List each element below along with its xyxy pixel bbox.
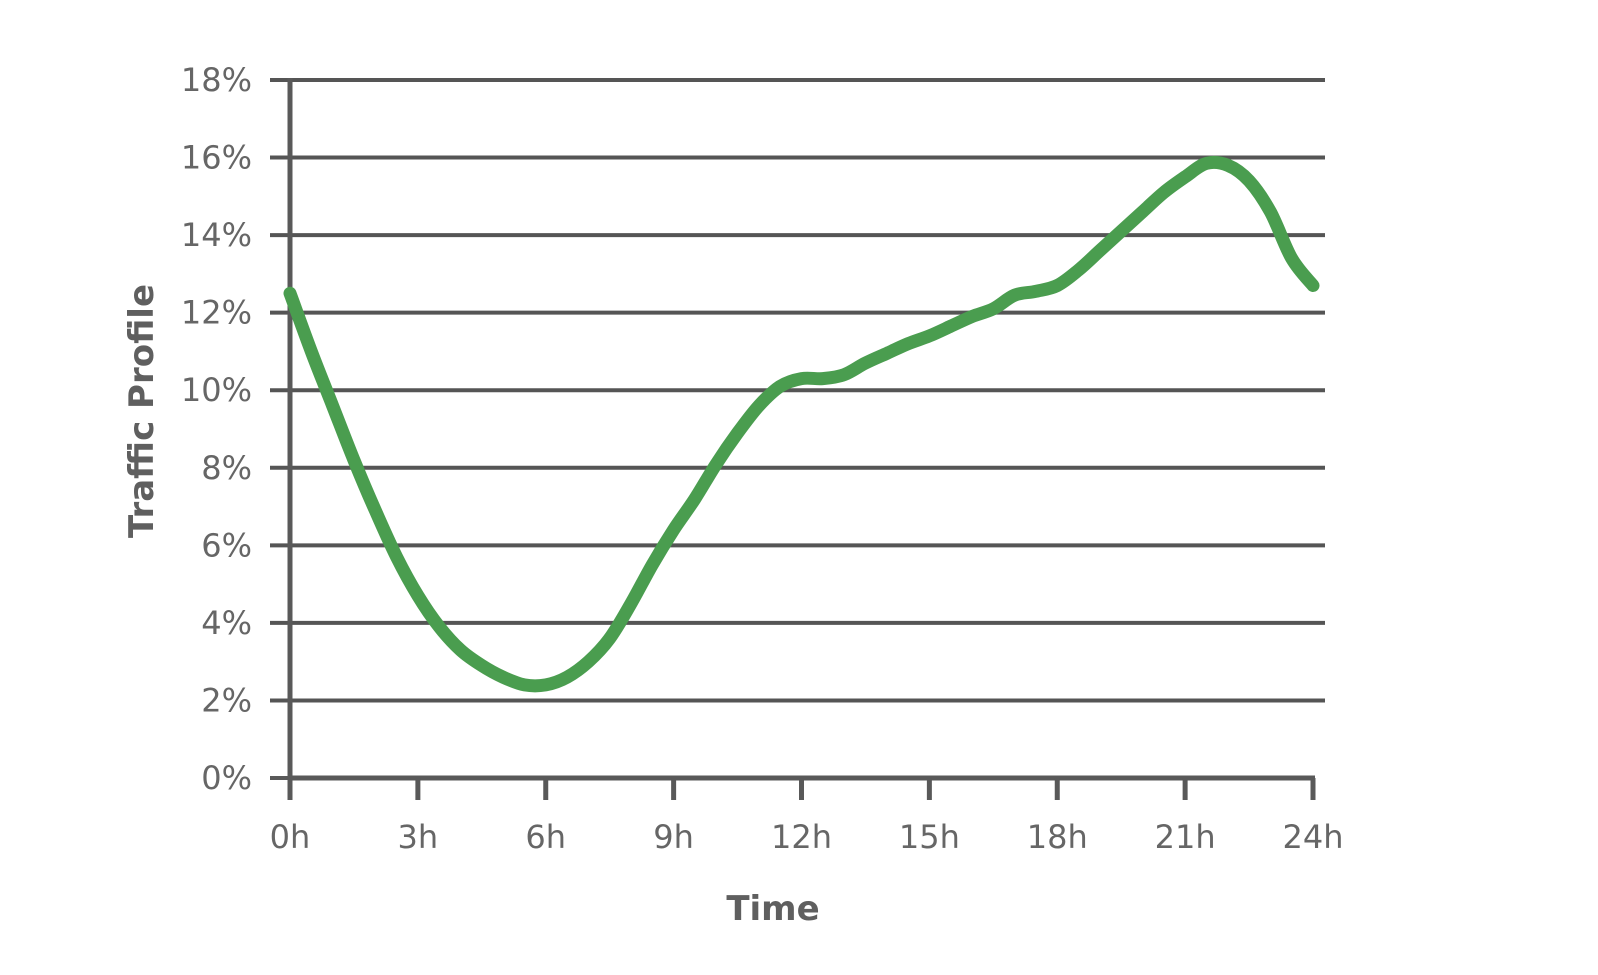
y-tick-label: 18% (181, 61, 252, 99)
x-tick-label: 21h (1155, 818, 1216, 856)
y-tick-label: 8% (201, 449, 252, 487)
x-tick-label: 18h (1027, 818, 1088, 856)
series-layer (283, 155, 1320, 693)
y-tick-label: 12% (181, 294, 252, 332)
x-tick-label: 6h (525, 818, 566, 856)
y-tick-label: 14% (181, 216, 252, 254)
x-axis-title: Time (726, 889, 819, 929)
y-tick-label: 2% (201, 681, 252, 719)
x-tick-label: 15h (899, 818, 960, 856)
y-tick-labels: 0% 2% 4% 6% 8% 10% 12% 14% 16% 18% (181, 61, 252, 797)
y-tick-label: 0% (201, 759, 252, 797)
y-tick-label: 10% (181, 371, 252, 409)
y-tick-label: 4% (201, 604, 252, 642)
series-line (283, 155, 1320, 693)
y-tick-label: 6% (201, 526, 252, 564)
y-tick-label: 16% (181, 139, 252, 177)
x-tick-label: 9h (653, 818, 694, 856)
x-tick-label: 0h (270, 818, 311, 856)
y-axis-title: Traffic Profile (122, 284, 162, 538)
x-tick-label: 24h (1283, 818, 1344, 856)
x-tick-label: 12h (771, 818, 832, 856)
x-tick-label: 3h (398, 818, 439, 856)
grid-lines (270, 78, 1325, 780)
axes (287, 78, 1316, 800)
x-tick-labels: 0h 3h 6h 9h 12h 15h 18h 21h 24h (270, 818, 1344, 856)
